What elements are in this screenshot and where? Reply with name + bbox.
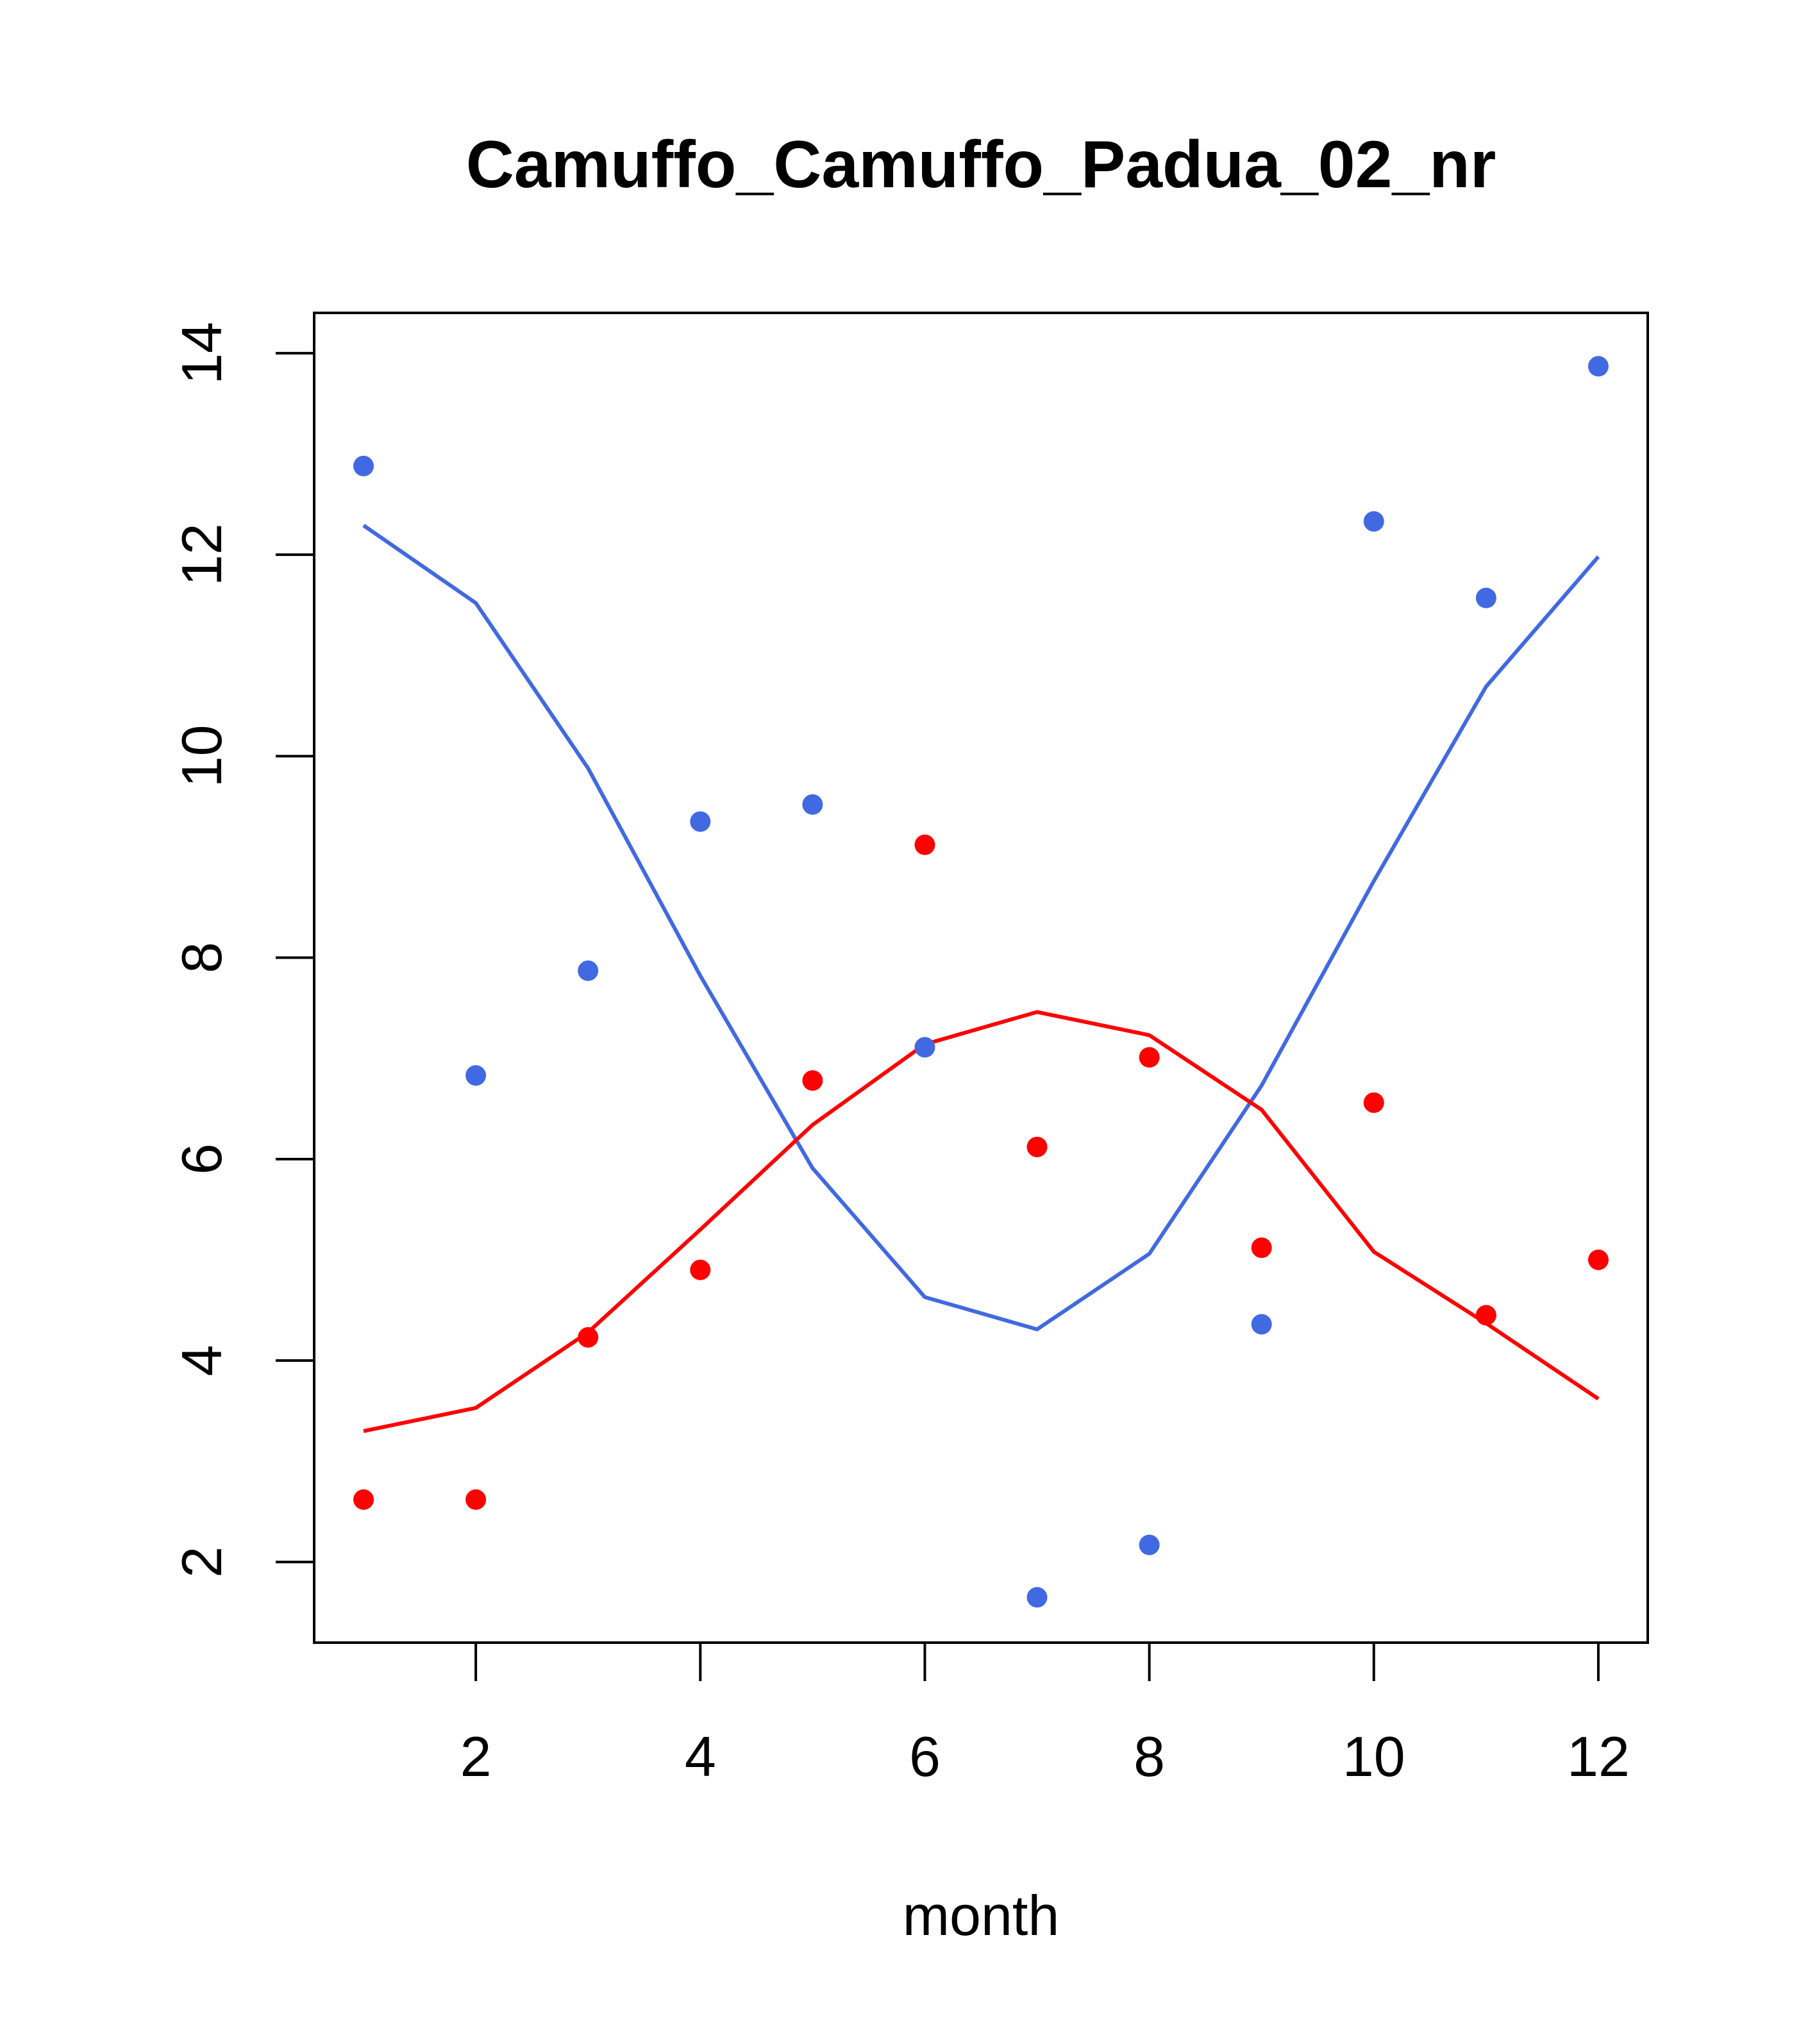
series-line-red-fit <box>363 1010 1600 1433</box>
y-tick-label: 8 <box>170 942 233 973</box>
series-line-blue-fit <box>362 524 1600 1332</box>
data-point-blue-points <box>690 811 711 832</box>
data-point-red-points <box>1251 1237 1272 1259</box>
data-point-red-points <box>690 1259 711 1280</box>
x-tick-label: 10 <box>1343 1725 1405 1788</box>
data-point-blue-points <box>1475 587 1496 608</box>
data-point-red-points <box>1363 1092 1384 1113</box>
x-tick-label: 8 <box>1134 1725 1165 1788</box>
data-point-blue-points <box>353 455 374 476</box>
data-point-blue-points <box>465 1065 487 1086</box>
data-point-red-points <box>353 1489 374 1510</box>
chart-title: Camuffo_Camuffo_Padua_02_nr <box>466 128 1496 202</box>
x-tick-label: 4 <box>685 1725 716 1788</box>
data-point-red-points <box>1139 1047 1160 1068</box>
data-point-red-points <box>465 1489 487 1510</box>
x-tick-label: 6 <box>909 1725 941 1788</box>
x-tick-label: 2 <box>460 1725 492 1788</box>
data-point-blue-points <box>1026 1587 1048 1608</box>
x-axis: 2 4 6 8 10 12 <box>460 1643 1630 1788</box>
x-axis-label: month <box>903 1884 1060 1947</box>
data-point-red-points <box>914 834 935 855</box>
data-point-blue-points <box>802 794 823 815</box>
data-point-blue-points <box>1139 1534 1160 1555</box>
data-point-red-points <box>1026 1136 1048 1157</box>
series-points <box>353 356 1609 1608</box>
y-tick-label: 14 <box>170 322 233 385</box>
data-point-red-points <box>1587 1249 1609 1270</box>
y-tick-label: 6 <box>170 1143 233 1175</box>
data-point-red-points <box>578 1327 599 1348</box>
y-tick-label: 2 <box>170 1546 233 1578</box>
y-tick-label: 4 <box>170 1345 233 1377</box>
data-point-blue-points <box>578 960 599 982</box>
data-point-blue-points <box>1587 356 1609 377</box>
x-tick-label: 12 <box>1567 1725 1630 1788</box>
data-point-red-points <box>1475 1305 1496 1326</box>
data-point-blue-points <box>914 1037 935 1058</box>
data-point-blue-points <box>1251 1314 1272 1335</box>
data-point-red-points <box>802 1070 823 1091</box>
data-point-blue-points <box>1363 511 1384 532</box>
plot-frame <box>313 312 1649 1644</box>
series-lines <box>362 524 1600 1433</box>
y-tick-label: 10 <box>170 725 233 787</box>
y-axis: 2 4 6 8 10 12 14 <box>170 322 314 1578</box>
y-tick-label: 12 <box>170 523 233 586</box>
